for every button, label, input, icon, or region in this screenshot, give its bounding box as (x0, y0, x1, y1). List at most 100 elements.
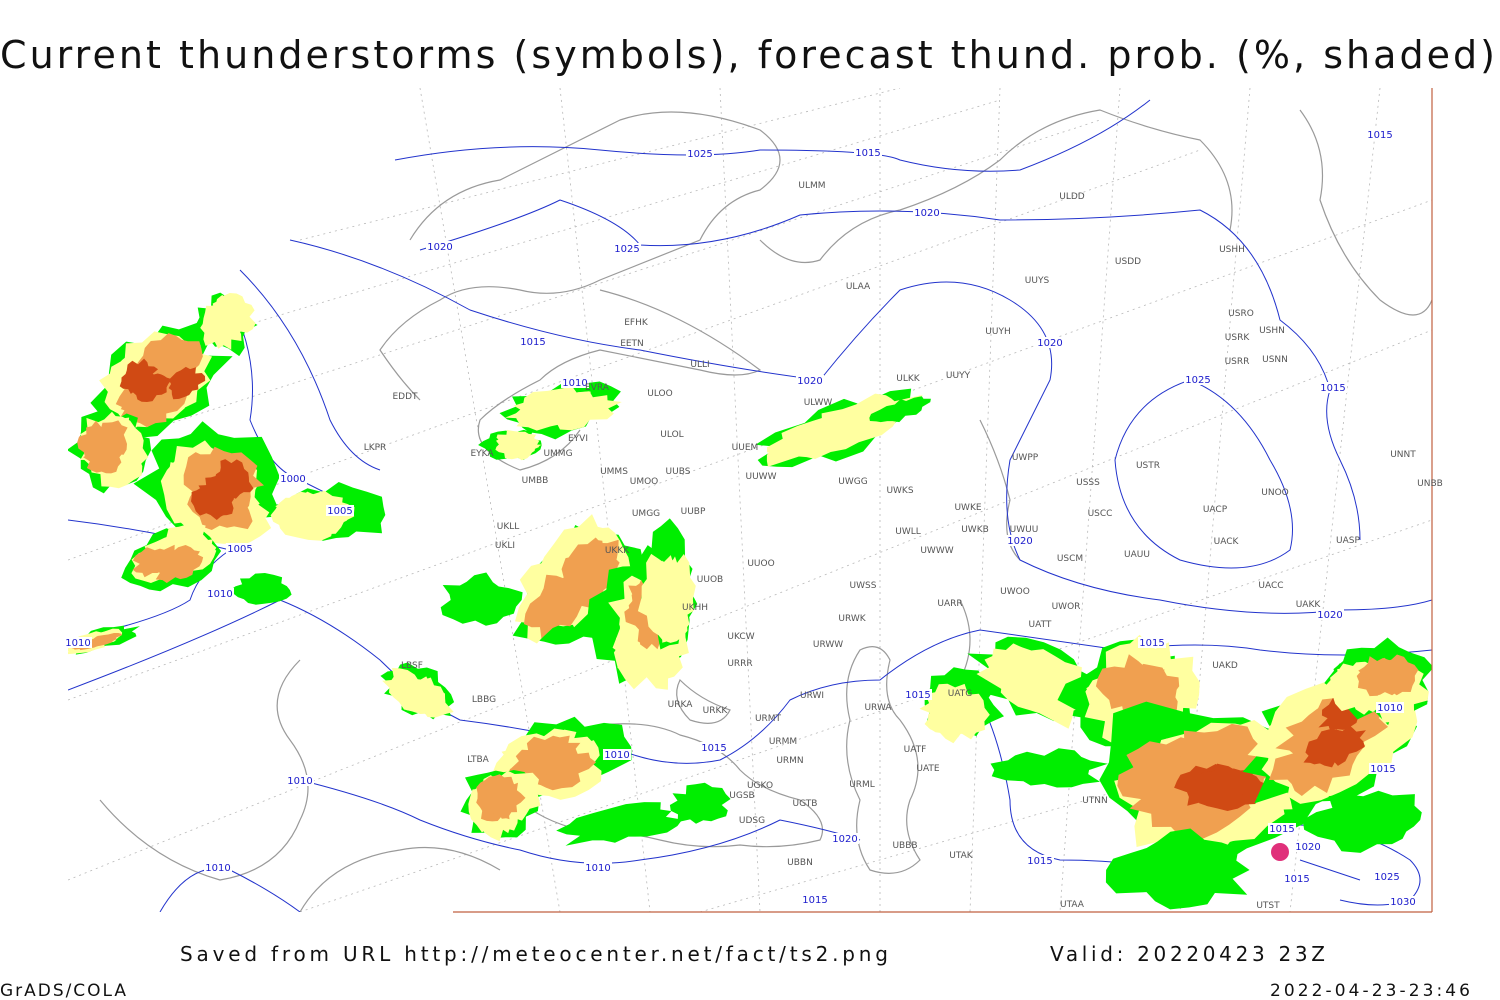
station-code: UAKK (1296, 600, 1322, 610)
station-code: UUWW (746, 472, 777, 482)
station-code: UKKK (605, 546, 630, 556)
station-code: UUOO (747, 559, 774, 569)
station-code: USRO (1228, 309, 1254, 319)
isobar-label: 1010 (205, 863, 230, 874)
probability-shade (496, 429, 540, 452)
isobar-label: 1015 (701, 743, 726, 754)
station-code: UUYY (946, 371, 971, 381)
isobar-label-bg (1283, 873, 1311, 884)
station-code: ULLI (690, 360, 709, 370)
station-code: UASP (1336, 536, 1360, 546)
station-code: USHH (1219, 245, 1245, 255)
isobar-label: 1010 (585, 863, 610, 874)
isobar-label-bg (1319, 382, 1347, 393)
station-code: UUYS (1025, 276, 1050, 286)
station-code: UTNN (1082, 796, 1108, 806)
probability-shade (396, 677, 454, 718)
station-code: USTR (1136, 461, 1160, 471)
station-code: URKA (668, 700, 694, 710)
isobar-label-bg (913, 207, 941, 218)
station-code: URMM (769, 737, 797, 747)
probability-shade (511, 735, 581, 777)
isobar-label: 1020 (832, 834, 857, 845)
station-code: UMMS (600, 467, 628, 477)
isobar-label: 1020 (1007, 536, 1032, 547)
station-code: UWWW (920, 546, 953, 556)
isobar-label-bg (854, 147, 882, 158)
station-code: UWSS (850, 581, 877, 591)
station-code: UATF (904, 745, 927, 755)
probability-shade (669, 782, 731, 824)
probability-shade (168, 366, 206, 400)
isobar-label-bg (1184, 374, 1212, 385)
station-code: UNBB (1417, 479, 1443, 489)
station-code: URML (849, 780, 875, 790)
station-code: USCC (1088, 509, 1113, 519)
station-code: UATE (916, 764, 940, 774)
thunderstorm-probability-shading (68, 292, 1432, 910)
isobar-label-bg (279, 473, 307, 484)
station-code: ULKK (896, 374, 921, 384)
isobar-label: 1015 (520, 337, 545, 348)
station-code: USHN (1259, 326, 1285, 336)
isobar-label: 1030 (1390, 897, 1415, 908)
station-code: UWPP (1012, 453, 1039, 463)
station-code: UATG (948, 689, 973, 699)
isobar-label-bg (1369, 763, 1397, 774)
probability-shade (230, 573, 292, 605)
probability-shade (1368, 654, 1419, 696)
isobar-label: 1010 (207, 589, 232, 600)
isobar-label-bg (561, 377, 589, 388)
probability-shade (990, 748, 1108, 788)
station-code: UWLL (895, 527, 921, 537)
isobar-label: 1015 (802, 895, 827, 906)
isobar-label: 1020 (1295, 842, 1320, 853)
probability-shade (1095, 654, 1172, 714)
station-code: ULOL (660, 430, 683, 440)
isobar-label: 1010 (1377, 703, 1402, 714)
isobar-label-bg (801, 894, 829, 905)
isobar-label: 1025 (614, 244, 639, 255)
isobar-label: 1010 (287, 776, 312, 787)
isobar-label: 1020 (797, 376, 822, 387)
station-code: UMMG (543, 449, 572, 459)
isobar-label: 1020 (914, 208, 939, 219)
station-code: UKLI (495, 541, 515, 551)
probability-shade (1302, 790, 1422, 853)
station-code: URRR (727, 659, 752, 669)
station-code: EYVI (568, 434, 588, 444)
isobar-label: 1015 (1139, 638, 1164, 649)
isobar-label: 1010 (562, 378, 587, 389)
isobar-label: 1015 (905, 690, 930, 701)
station-code: LBBG (472, 695, 496, 705)
station-code: LKPR (364, 443, 387, 453)
isobar-label-bg (519, 336, 547, 347)
station-code: LBSF (401, 661, 423, 671)
isobar-label: 1015 (1320, 383, 1345, 394)
isobar-label-bg (226, 543, 254, 554)
probability-shade (212, 293, 256, 337)
map-frame (453, 88, 1433, 913)
source-url: Saved from URL http://meteocenter.net/fa… (180, 942, 888, 966)
isobar-label-bg (904, 689, 932, 700)
probability-shade (869, 396, 931, 423)
station-code: UAUU (1124, 550, 1150, 560)
probability-shade (132, 544, 181, 578)
station-code: EETN (620, 339, 644, 349)
station-code: UACC (1258, 581, 1283, 591)
station-code: ULMM (798, 181, 825, 191)
probability-shade (652, 554, 696, 643)
station-code: UWOO (1000, 587, 1030, 597)
isobar-label: 1015 (1370, 764, 1395, 775)
isobar-label: 1020 (1317, 610, 1342, 621)
station-code: UATT (1029, 620, 1052, 630)
isobar-label-bg (1373, 871, 1401, 882)
isobar-label-bg (1006, 535, 1034, 546)
isobar-label-bg (700, 742, 728, 753)
probability-shade (505, 389, 595, 431)
isobar-label: 1015 (1027, 856, 1052, 867)
probability-shade (1191, 768, 1254, 811)
